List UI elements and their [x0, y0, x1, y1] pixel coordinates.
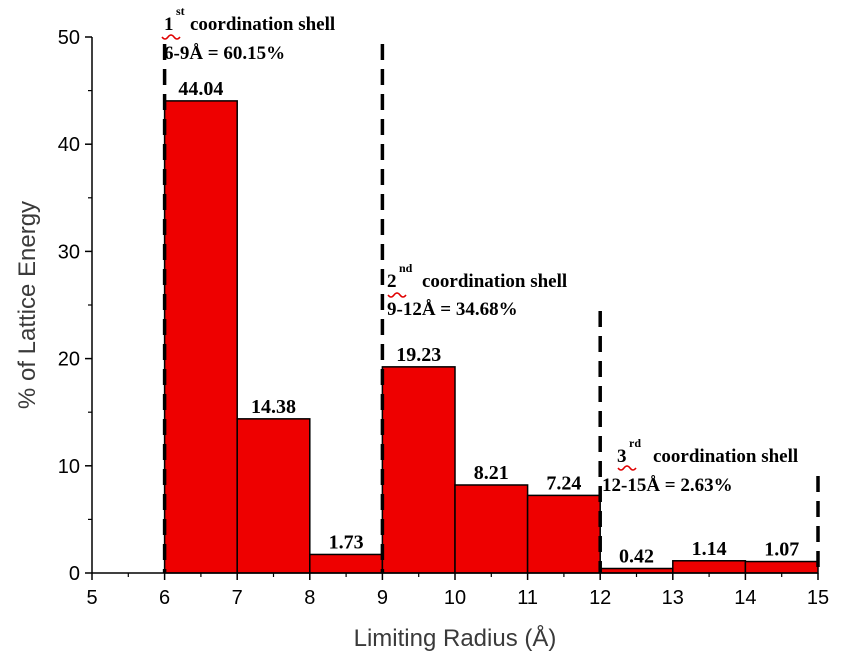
x-tick-label-4: 9: [377, 587, 388, 609]
shell-1-suffix: st: [176, 4, 185, 18]
shell-1-range: 6-9Å = 60.15%: [164, 43, 285, 64]
bar-value-label-5: 7.24: [546, 472, 581, 494]
bar-value-label-3: 19.23: [396, 344, 441, 366]
x-tick-label-10: 15: [807, 587, 829, 609]
bar-value-label-6: 0.42: [619, 545, 654, 567]
y-tick-label-5: 50: [58, 27, 80, 49]
bar-value-label-4: 8.21: [474, 462, 509, 484]
shell-2-ordinal: 2: [387, 271, 397, 292]
x-tick-label-2: 7: [232, 587, 243, 609]
x-tick-label-7: 12: [589, 587, 611, 609]
bar-value-label-1: 14.38: [251, 396, 296, 418]
bar-1: [236, 418, 311, 574]
x-tick-label-8: 13: [662, 587, 684, 609]
x-tick-label-6: 11: [517, 587, 538, 609]
x-tick-label-1: 6: [159, 587, 170, 609]
bar-labels-group: 44.04 14.38 1.73 19.23 8.21 7.24 0.42 1.14 1.07: [178, 78, 799, 568]
shell-2-title: coordination shell: [422, 271, 567, 292]
x-tick-label-9: 14: [734, 587, 756, 609]
x-tick-label-3: 8: [304, 587, 315, 609]
shell-2-range: 9-12Å = 34.68%: [387, 299, 518, 320]
shell-3-ordinal: 3: [617, 446, 627, 467]
annotations-group: 1 st coordination shell 6-9Å = 60.15% 2 …: [161, 4, 798, 496]
bar-5: [526, 494, 601, 574]
bar-value-label-2: 1.73: [329, 531, 364, 553]
shell-1-squiggle: [161, 34, 181, 40]
y-tick-label-0: 0: [69, 563, 80, 585]
bar-value-label-8: 1.07: [764, 539, 799, 561]
shell-1-ordinal: 1: [164, 14, 174, 35]
y-tick-label-1: 10: [58, 456, 80, 478]
shell-2-suffix: nd: [399, 261, 413, 275]
shell-3-range: 12-15Å = 2.63%: [602, 475, 733, 496]
bars-group: [163, 100, 819, 574]
y-tick-label-4: 40: [58, 134, 80, 156]
shell-3-squiggle: [617, 465, 637, 471]
bar-value-label-0: 44.04: [178, 78, 223, 100]
y-axis-title: % of Lattice Energy: [14, 201, 41, 409]
shell-2-squiggle: [387, 292, 407, 298]
x-tick-label-5: 10: [444, 587, 466, 609]
shell-3-suffix: rd: [629, 436, 641, 450]
y-tick-label-2: 20: [58, 349, 80, 371]
shell-annotation-3: 3 rd coordination shell 12-15Å = 2.63%: [602, 436, 798, 496]
bar-4: [454, 484, 529, 574]
bar-3: [381, 366, 456, 574]
shell-dividers-group: [162, 44, 820, 573]
axes-group: 5 6 7 8 9 10 11 12 13 14 15 0 10 20 30 40 50: [58, 27, 829, 609]
shell-1-title: coordination shell: [190, 14, 335, 35]
x-tick-label-0: 5: [86, 587, 97, 609]
bar-7: [672, 560, 747, 574]
shell-annotation-1: 1 st coordination shell 6-9Å = 60.15%: [161, 4, 335, 64]
bar-value-label-7: 1.14: [692, 538, 727, 560]
shell-annotation-2: 2 nd coordination shell 9-12Å = 34.68%: [387, 261, 567, 320]
x-axis-title: Limiting Radius (Å): [354, 624, 557, 652]
bar-8: [744, 560, 819, 574]
bar-2: [309, 553, 384, 574]
y-tick-label-3: 30: [58, 241, 80, 263]
bar-0: [163, 100, 238, 574]
shell-3-title: coordination shell: [653, 446, 798, 467]
